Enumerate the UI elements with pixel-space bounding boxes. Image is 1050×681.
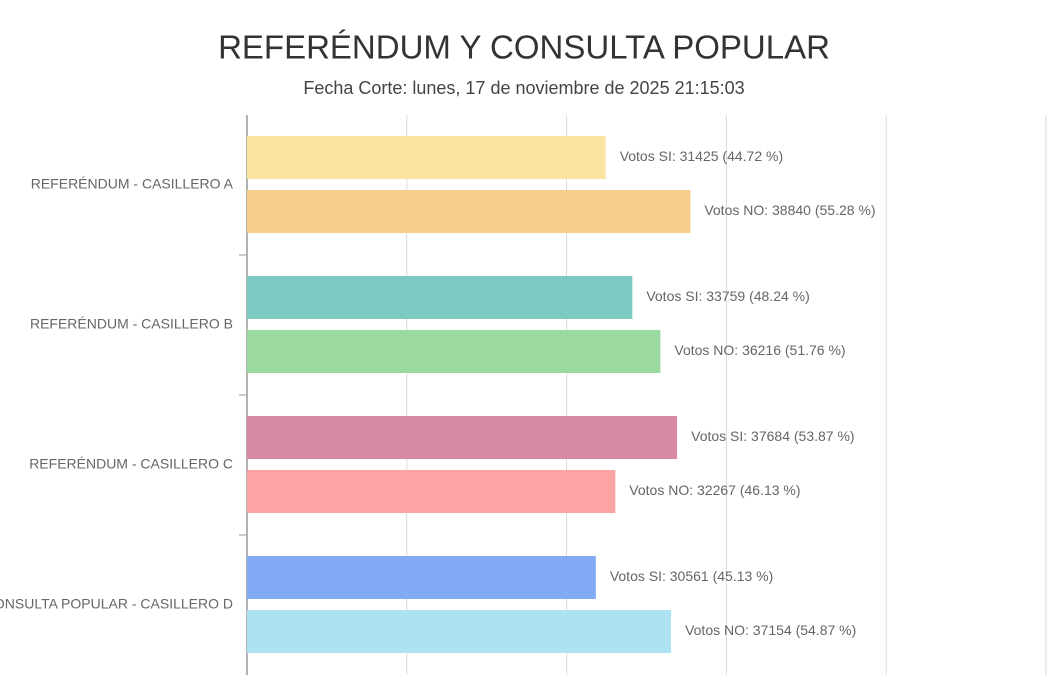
bar: [247, 190, 691, 233]
bar: [247, 416, 678, 459]
y-tick-label: CONSULTA POPULAR - CASILLERO D: [0, 596, 233, 612]
bar: [247, 610, 672, 653]
data-label: Votos SI: 33759 (48.24 %): [646, 288, 809, 304]
chart-subtitle: Fecha Corte: lunes, 17 de noviembre de 2…: [303, 78, 744, 98]
bar: [247, 556, 596, 599]
chart-title: REFERÉNDUM Y CONSULTA POPULAR: [218, 29, 830, 66]
data-label: Votos SI: 31425 (44.72 %): [620, 148, 783, 164]
y-tick-label: REFERÉNDUM - CASILLERO C: [29, 456, 233, 472]
bar: [247, 276, 633, 319]
data-label: Votos SI: 30561 (45.13 %): [610, 568, 773, 584]
bar: [247, 330, 661, 373]
data-label: Votos NO: 38840 (55.28 %): [704, 202, 875, 218]
bar: [247, 470, 616, 513]
y-tick-label: REFERÉNDUM - CASILLERO A: [31, 176, 234, 192]
data-label: Votos SI: 37684 (53.87 %): [691, 428, 854, 444]
bar: [247, 136, 606, 179]
data-label: Votos NO: 36216 (51.76 %): [674, 342, 845, 358]
data-label: Votos NO: 37154 (54.87 %): [685, 622, 856, 638]
data-label: Votos NO: 32267 (46.13 %): [629, 482, 800, 498]
y-tick-label: REFERÉNDUM - CASILLERO B: [30, 316, 233, 332]
